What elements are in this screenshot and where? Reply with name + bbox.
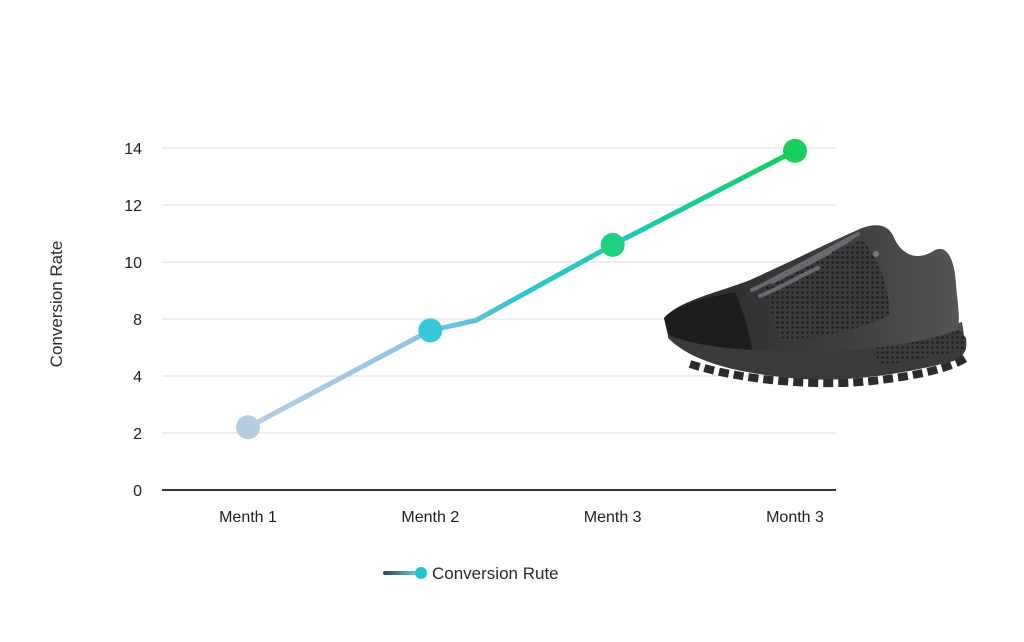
y-tick-label: 14: [124, 141, 142, 158]
shoe-sole: [668, 328, 967, 380]
shoe-image: [664, 225, 969, 388]
data-point: [783, 138, 807, 163]
x-tick-label: Month 3: [766, 509, 824, 526]
x-tick-label: Menth 3: [584, 509, 642, 526]
data-point: [236, 415, 260, 440]
y-axis-label: Conversion Rate: [47, 241, 66, 368]
series-conversion-rate: [245, 148, 798, 430]
x-tick-label: Menth 1: [219, 509, 277, 526]
shoe-laces: [750, 232, 860, 298]
series-line: [245, 148, 798, 430]
data-points: [236, 138, 807, 440]
shoe-mesh-panel: [760, 240, 890, 340]
shoe-toe-cap: [664, 292, 752, 350]
y-tick-label: 4: [133, 369, 142, 386]
legend-swatch-marker: [415, 567, 427, 579]
y-tick-label: 12: [124, 198, 142, 215]
shoe-sole-tread: [688, 354, 969, 388]
legend: Conversion Rute: [383, 564, 559, 583]
data-point: [600, 232, 625, 257]
shoe-eyelet: [873, 251, 879, 257]
y-tick-label: 8: [133, 312, 142, 329]
y-tick-labels: 0 2 4 8 10 12 14: [124, 141, 142, 500]
data-point: [418, 318, 443, 343]
y-tick-label: 2: [133, 426, 142, 443]
legend-label: Conversion Rute: [432, 564, 559, 583]
x-tick-labels: Menth 1 Menth 2 Menth 3 Month 3: [219, 509, 824, 526]
grid-lines: [162, 147, 836, 434]
legend-swatch-line: [383, 571, 419, 575]
x-tick-label: Menth 2: [401, 509, 459, 526]
y-tick-label: 0: [133, 483, 142, 500]
y-tick-label: 10: [124, 255, 142, 272]
